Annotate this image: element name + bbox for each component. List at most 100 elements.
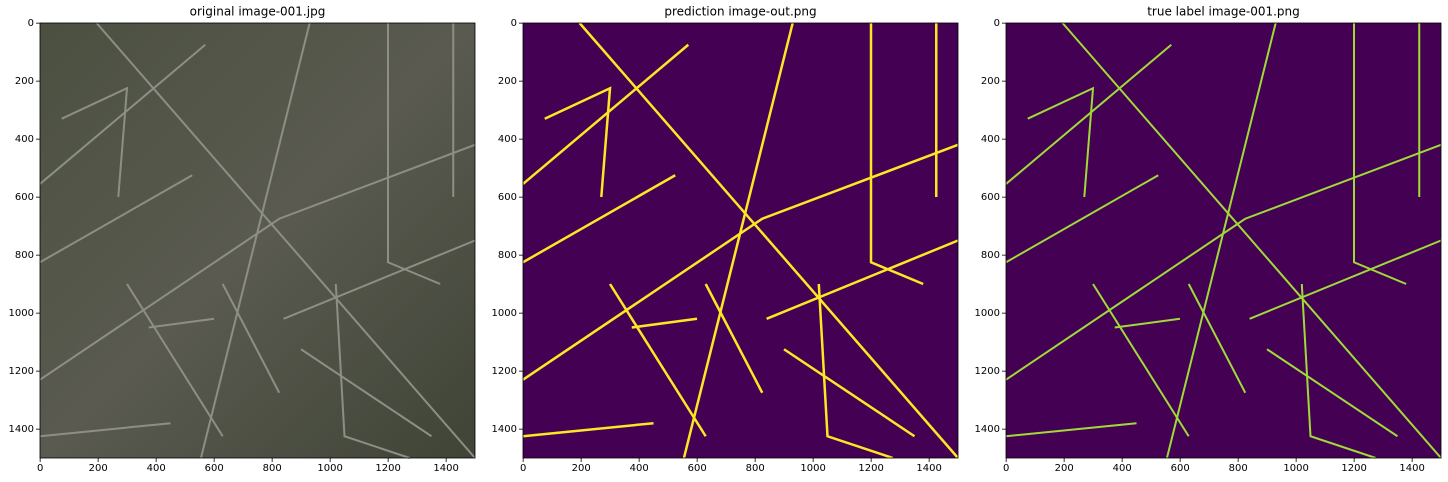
road [631,317,698,329]
x-tick-label: 1000 [317,463,342,474]
road [522,421,654,438]
road [608,283,707,437]
y-tick-label: 600 [15,192,34,203]
road [869,23,924,286]
y-tick-label: 1000 [492,308,517,319]
road [1005,43,1172,185]
road [817,283,894,460]
image [523,23,958,458]
road [783,348,916,438]
road [1266,348,1399,438]
x-tick-label: 600 [205,463,224,474]
y-tick-label: 800 [498,250,517,261]
road [704,283,764,394]
y-tick-label: 0 [28,18,34,29]
road [387,23,441,285]
road [1005,422,1137,438]
y-tick-label: 1200 [492,366,517,377]
road [39,43,206,185]
y-tick-label: 1200 [9,366,34,377]
road [1005,174,1159,264]
y-tick-label: 200 [498,76,517,87]
road [1249,239,1442,320]
x-tick-label: 200 [89,463,108,474]
x-tick-label: 200 [1055,463,1074,474]
y-tick-label: 400 [498,134,517,145]
x-tick-label: 800 [1229,463,1248,474]
y-tick-label: 1000 [9,308,34,319]
road [334,283,411,459]
y-tick-label: 600 [498,192,517,203]
axes-frame [522,22,959,459]
road [522,143,959,381]
road [283,239,476,320]
y-tick-label: 400 [15,134,34,145]
y-tick-label: 800 [981,250,1000,261]
y-tick-label: 800 [15,250,34,261]
y-tick-label: 1000 [975,308,1000,319]
road [61,86,129,198]
y-tick-label: 1400 [492,424,517,435]
y-tick-label: 200 [15,76,34,87]
y-tick-label: 1400 [975,424,1000,435]
road [1187,283,1247,394]
x-tick-label: 600 [688,463,707,474]
axes-frame [39,22,476,459]
road [1353,23,1407,285]
x-tick-label: 1200 [375,463,400,474]
axes-title: true label image-001.png [1147,5,1300,19]
x-tick-label: 1400 [1399,463,1424,474]
y-tick-label: 200 [981,76,1000,87]
road [1092,283,1190,437]
y-tick-label: 1200 [975,366,1000,377]
x-tick-label: 1400 [916,463,941,474]
y-tick-label: 400 [981,134,1000,145]
x-tick-label: 0 [37,463,43,474]
x-tick-label: 400 [630,463,649,474]
x-tick-label: 1000 [800,463,825,474]
road [1061,22,1442,459]
x-tick-label: 400 [147,463,166,474]
x-tick-label: 200 [572,463,591,474]
x-tick-label: 1000 [1283,463,1308,474]
road [544,86,612,198]
axes-title: prediction image-out.png [664,5,816,19]
x-tick-label: 1200 [1341,463,1366,474]
y-tick-label: 600 [981,192,1000,203]
x-tick-label: 800 [263,463,282,474]
x-tick-label: 800 [746,463,765,474]
road [39,143,476,381]
road [1005,143,1442,381]
road [1027,86,1095,198]
road [578,22,959,459]
road [39,174,193,264]
road [148,317,215,329]
road [95,22,476,459]
axes-frame [1005,22,1442,459]
x-tick-label: 400 [1113,463,1132,474]
road [766,239,959,320]
image [1006,23,1441,458]
road [126,283,224,437]
road [1114,317,1181,329]
x-tick-label: 600 [1171,463,1190,474]
road [522,174,676,264]
road [1300,283,1377,459]
road [522,43,690,185]
road [1165,22,1277,459]
road [300,348,433,438]
x-tick-label: 1400 [433,463,458,474]
x-tick-label: 1200 [858,463,883,474]
y-tick-label: 0 [511,18,517,29]
road [221,283,281,394]
x-tick-label: 0 [520,463,526,474]
y-tick-label: 1400 [9,424,34,435]
road [682,22,794,459]
road [199,22,311,459]
x-tick-label: 0 [1003,463,1009,474]
road [39,422,171,438]
axes-title: original image-001.jpg [190,5,326,19]
image [40,23,475,458]
y-tick-label: 0 [994,18,1000,29]
